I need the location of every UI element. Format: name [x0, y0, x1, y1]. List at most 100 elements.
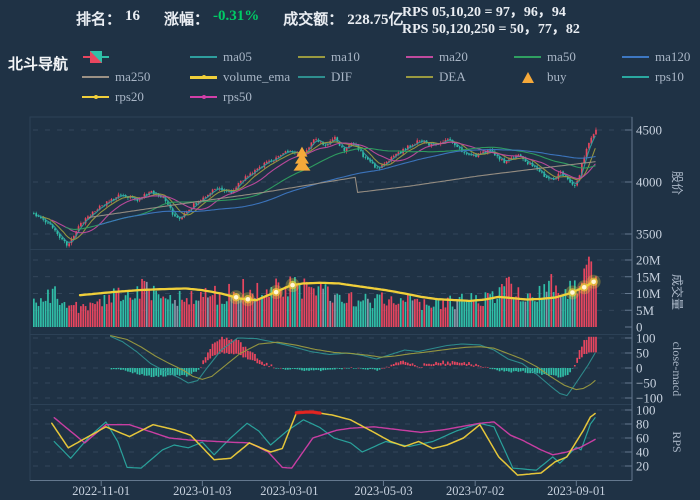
y-tick-label: 10M — [636, 286, 661, 301]
legend-label: rps20 — [115, 89, 144, 104]
price-panel — [33, 127, 597, 248]
buy-swatch-icon — [514, 70, 541, 84]
turnover-value: 228.75亿 — [347, 12, 404, 28]
y-tick-label: 100 — [636, 403, 656, 418]
legend-label: ma05 — [223, 49, 252, 64]
volume-panel — [33, 256, 601, 327]
legend-ma120: ma120 — [622, 49, 700, 65]
panel-name-rps: RPS — [670, 431, 684, 452]
rank-label: 排名： — [76, 12, 122, 28]
x-tick-label: 2023-09-01 — [547, 484, 605, 498]
legend-volume_ema: volume_ema — [190, 69, 298, 85]
y-tick-label: 100 — [636, 331, 656, 346]
x-tick-label: 2022-11-01 — [72, 484, 130, 498]
legend-row-1: ma05 ma10 ma20 ma50 ma120 — [82, 47, 698, 67]
ma05-line — [37, 135, 596, 243]
ma20-swatch-icon — [406, 50, 433, 64]
legend-row-3: rps20 rps50 — [82, 87, 698, 107]
macd-panel — [110, 335, 597, 397]
x-tick-label: 2023-01-03 — [173, 484, 231, 498]
legend-label: ma120 — [655, 49, 691, 64]
rps50-line — [53, 417, 596, 469]
ema-highlight-dot — [285, 278, 300, 293]
ema-highlight-dot — [229, 290, 244, 305]
y-tick-label: 3500 — [636, 227, 662, 242]
DEA-swatch-icon — [406, 70, 433, 84]
ma10-swatch-icon — [298, 50, 325, 64]
legend-ma05: ma05 — [190, 49, 298, 65]
legend-ma50: ma50 — [514, 49, 622, 65]
y-tick-label: 15M — [636, 269, 661, 284]
rps20-swatch-icon — [82, 90, 109, 104]
y-tick-label: 0 — [636, 361, 643, 376]
legend-ma10: ma10 — [298, 49, 406, 65]
ma20-line — [51, 141, 596, 234]
rps20-red-zone — [294, 410, 322, 415]
legend-ma20: ma20 — [406, 49, 514, 65]
legend-label: ma50 — [547, 49, 576, 64]
rps-long-line: RPS 50,120,250 = 50，77，82 — [402, 22, 580, 37]
rank-value: 16 — [125, 8, 141, 24]
panel-name-volume: 成交量 — [670, 274, 685, 310]
panel-name-price: 股价 — [670, 171, 684, 195]
header-stats: 排名： 16 涨幅： -0.31% 成交额： 228.75亿 — [76, 8, 404, 29]
panel-name-macd: close-macd — [670, 342, 684, 397]
legend-rps50: rps50 — [190, 89, 298, 105]
legend-label: buy — [547, 69, 567, 84]
y-tick-label: 80 — [636, 417, 649, 432]
change-value: -0.31% — [213, 8, 260, 24]
rps-short-line: RPS 05,10,20 = 97，96，94 — [402, 5, 566, 20]
legend-label: ma20 — [439, 49, 468, 64]
rps10-line — [53, 417, 596, 471]
rank-stat: 排名： 16 — [76, 8, 140, 29]
ma50-line — [65, 146, 596, 230]
x-tick-label: 2023-07-02 — [446, 484, 504, 498]
legend-rps20: rps20 — [82, 89, 190, 105]
volume_ema-swatch-icon — [190, 70, 217, 84]
turnover-label: 成交额： — [283, 12, 344, 28]
turnover-stat: 成交额： 228.75亿 — [283, 8, 403, 29]
legend-ma250: ma250 — [82, 69, 190, 85]
y-tick-label: 20 — [636, 459, 649, 474]
candlestick-swatch-icon — [82, 50, 109, 64]
dif-line — [110, 335, 596, 397]
ma05-swatch-icon — [190, 50, 217, 64]
legend-DEA: DEA — [406, 69, 514, 85]
legend-label: ma10 — [331, 49, 360, 64]
legend-label: rps50 — [223, 89, 252, 104]
ma120-swatch-icon — [622, 50, 649, 64]
legend-candlestick — [82, 50, 190, 64]
ema-highlight-dot — [240, 292, 255, 307]
y-tick-label: 50 — [636, 346, 649, 361]
legend-DIF: DIF — [298, 69, 406, 85]
y-tick-label: 4000 — [636, 175, 662, 190]
chart-legend: ma05 ma10 ma20 ma50 ma120 ma250 volume_ema DIF D… — [82, 47, 698, 107]
ema-highlight-dot — [577, 280, 592, 295]
ma250-swatch-icon — [82, 70, 109, 84]
rps10-swatch-icon — [622, 70, 649, 84]
volume-ema-line — [78, 278, 597, 303]
ema-highlight-dot — [565, 285, 580, 300]
legend-label: rps10 — [655, 69, 684, 84]
y-tick-label: 60 — [636, 431, 649, 446]
ma120-line — [98, 148, 596, 226]
legend-buy: buy — [514, 69, 622, 85]
ma250-line — [88, 161, 596, 218]
y-tick-label: 0 — [636, 320, 643, 335]
ma50-swatch-icon — [514, 50, 541, 64]
x-tick-label: 2023-03-01 — [260, 484, 318, 498]
rps-panel — [51, 410, 596, 476]
x-tick-label: 2023-05-03 — [354, 484, 412, 498]
candlestick-series — [33, 127, 597, 248]
ema-highlight-dot — [269, 285, 284, 300]
legend-rps10: rps10 — [622, 69, 700, 85]
buy-marker-icon — [293, 146, 311, 171]
legend-label: volume_ema — [223, 69, 291, 84]
y-tick-label: 5M — [636, 303, 655, 318]
dea-line — [110, 335, 596, 391]
legend-label: DIF — [331, 69, 352, 84]
y-tick-label: 20M — [636, 253, 661, 268]
rps20-line — [51, 411, 596, 476]
